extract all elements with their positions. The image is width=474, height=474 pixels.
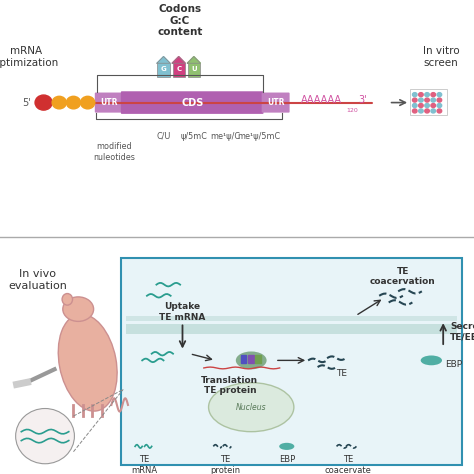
Circle shape xyxy=(425,92,429,97)
Text: TE
mRNA: TE mRNA xyxy=(131,456,158,474)
Ellipse shape xyxy=(236,352,267,369)
Circle shape xyxy=(52,96,66,109)
Ellipse shape xyxy=(279,443,294,450)
Circle shape xyxy=(419,98,423,102)
Text: 3': 3' xyxy=(358,95,366,106)
Circle shape xyxy=(437,109,442,113)
Ellipse shape xyxy=(63,297,94,321)
Ellipse shape xyxy=(421,356,442,365)
Text: P: P xyxy=(71,98,76,107)
Text: TE: TE xyxy=(336,369,347,378)
Circle shape xyxy=(437,98,442,102)
Text: CDS: CDS xyxy=(181,98,204,108)
Text: ψ/5mC: ψ/5mC xyxy=(181,132,208,141)
Polygon shape xyxy=(172,56,185,63)
Bar xyxy=(248,355,254,363)
Text: TE
coacervate: TE coacervate xyxy=(325,456,372,474)
Text: AAAAAA: AAAAAA xyxy=(301,95,342,106)
Text: me¹ψ/5mC: me¹ψ/5mC xyxy=(237,132,280,141)
Circle shape xyxy=(437,92,442,97)
Text: Secretion
TE/EBP: Secretion TE/EBP xyxy=(450,322,474,341)
FancyBboxPatch shape xyxy=(157,63,170,77)
Text: G: G xyxy=(161,66,166,72)
Circle shape xyxy=(425,109,429,113)
Bar xyxy=(241,355,246,363)
Circle shape xyxy=(66,96,81,109)
Ellipse shape xyxy=(58,314,117,411)
Circle shape xyxy=(412,98,417,102)
Text: me¹ψ/C: me¹ψ/C xyxy=(210,132,240,141)
FancyBboxPatch shape xyxy=(188,63,200,77)
Text: Translation
TE protein: Translation TE protein xyxy=(201,376,258,395)
FancyBboxPatch shape xyxy=(121,91,264,114)
FancyBboxPatch shape xyxy=(126,316,457,321)
Text: In vitro
screen: In vitro screen xyxy=(422,46,459,68)
FancyBboxPatch shape xyxy=(126,324,457,334)
Text: Nucleus: Nucleus xyxy=(236,403,266,411)
Ellipse shape xyxy=(209,383,294,432)
Circle shape xyxy=(437,103,442,108)
FancyBboxPatch shape xyxy=(95,92,123,113)
Circle shape xyxy=(431,103,436,108)
Text: modified
nuleotides: modified nuleotides xyxy=(93,142,135,162)
Bar xyxy=(255,355,261,363)
Text: C: C xyxy=(176,66,181,72)
Text: P: P xyxy=(85,98,91,107)
Circle shape xyxy=(81,96,95,109)
Circle shape xyxy=(431,92,436,97)
Circle shape xyxy=(419,103,423,108)
Text: Uptake
TE mRNA: Uptake TE mRNA xyxy=(159,302,206,322)
Circle shape xyxy=(419,92,423,97)
FancyBboxPatch shape xyxy=(173,63,185,77)
Text: In vivo
evaluation: In vivo evaluation xyxy=(9,269,67,291)
Circle shape xyxy=(412,103,417,108)
Circle shape xyxy=(425,98,429,102)
Text: TE
protein: TE protein xyxy=(210,456,240,474)
Text: UTR: UTR xyxy=(100,98,118,107)
Circle shape xyxy=(412,109,417,113)
Polygon shape xyxy=(157,56,170,63)
Circle shape xyxy=(35,95,52,110)
Text: UTR: UTR xyxy=(267,98,284,107)
Text: P: P xyxy=(56,98,62,107)
Circle shape xyxy=(431,98,436,102)
Circle shape xyxy=(425,103,429,108)
FancyBboxPatch shape xyxy=(262,92,290,113)
Text: TE
coacervation: TE coacervation xyxy=(370,267,436,286)
Text: EBP: EBP xyxy=(446,360,463,369)
Circle shape xyxy=(431,109,436,113)
Circle shape xyxy=(16,409,74,464)
Ellipse shape xyxy=(62,293,73,305)
Circle shape xyxy=(412,92,417,97)
Text: Codons
G:C
content: Codons G:C content xyxy=(157,4,203,37)
Text: 5': 5' xyxy=(22,98,30,108)
Circle shape xyxy=(419,109,423,113)
Text: U: U xyxy=(191,66,197,72)
Text: C/U: C/U xyxy=(156,132,171,141)
Text: mRNA
optimization: mRNA optimization xyxy=(0,46,59,68)
Polygon shape xyxy=(187,56,201,63)
FancyBboxPatch shape xyxy=(121,258,462,465)
Text: EBP: EBP xyxy=(279,456,295,465)
Text: 120: 120 xyxy=(346,108,358,113)
